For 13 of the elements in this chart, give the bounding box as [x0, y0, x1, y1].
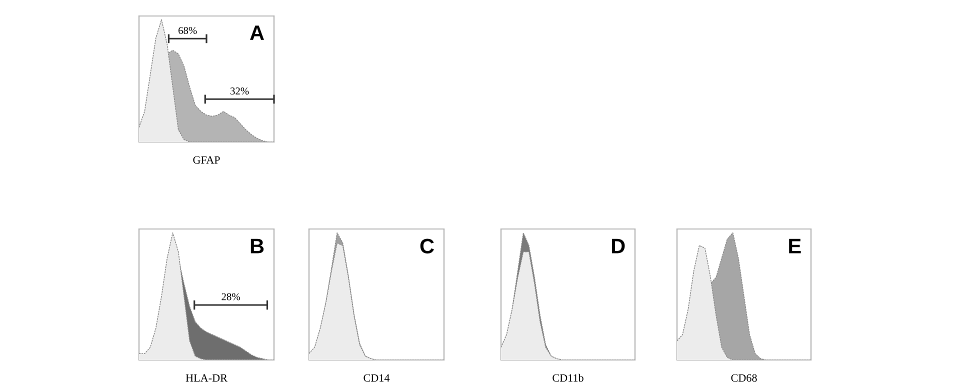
- chart-title: E: [789, 238, 801, 254]
- annotation: 28%: [222, 293, 240, 300]
- x-axis-title: HLA-DR: [186, 374, 228, 382]
- x-axis-title: CD11b: [552, 374, 584, 382]
- x-axis-title: GFAP: [193, 156, 220, 164]
- x-axis-title: CD68: [731, 374, 757, 382]
- chart-title: B: [250, 238, 264, 254]
- chart-title: C: [420, 238, 434, 254]
- chart-title: A: [250, 26, 264, 40]
- annotation: 32%: [230, 87, 249, 95]
- chart-title: D: [612, 238, 625, 254]
- annotation: 68%: [178, 27, 197, 34]
- x-axis-title: CD14: [364, 374, 390, 382]
